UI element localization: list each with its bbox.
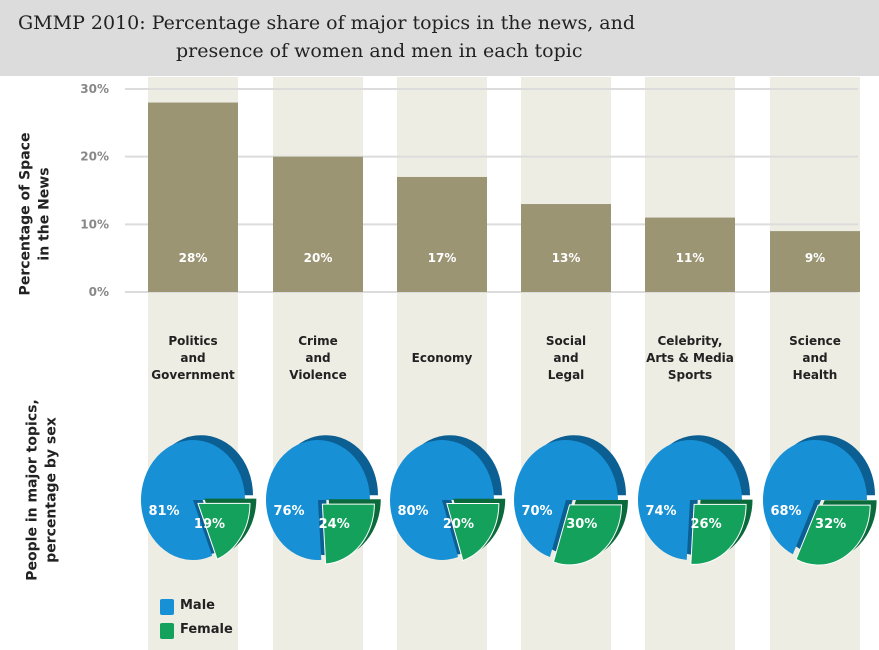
pie-slice-female-4 — [690, 503, 747, 565]
bar-4 — [645, 217, 735, 292]
bar-0 — [148, 102, 238, 293]
pie-slice-female-0 — [197, 502, 251, 560]
y-tick-label: 30% — [80, 82, 109, 96]
pie-axis-label: percentage by sex — [44, 417, 60, 563]
bar-1 — [273, 156, 363, 292]
pie-label-male: 76% — [273, 504, 304, 519]
bar-5 — [770, 231, 860, 292]
pie-label-male: 80% — [397, 504, 428, 519]
category-label: and — [553, 351, 578, 365]
pie-slice-female-3 — [552, 504, 623, 566]
category-label: Health — [793, 368, 838, 382]
bar-value-label: 11% — [676, 251, 705, 265]
pie-label-male: 74% — [645, 504, 676, 519]
category-label: Economy — [412, 351, 473, 365]
category-label: Politics — [168, 334, 217, 348]
category-label: Violence — [289, 368, 346, 382]
legend-swatch-male — [160, 599, 174, 615]
category-label: Science — [789, 334, 841, 348]
pie-slice-male-3 — [514, 439, 618, 558]
category-label: Legal — [548, 368, 585, 382]
legend-label-male: Male — [180, 598, 215, 613]
pie-slice-female-5 — [795, 504, 871, 566]
pie-slice-male-4 — [638, 439, 742, 560]
bar-2 — [397, 176, 487, 292]
pie-label-female: 30% — [566, 517, 597, 532]
pie-label-female: 26% — [690, 517, 721, 532]
pie-slice-female-1 — [321, 503, 375, 565]
pie-slice-male-0 — [141, 440, 245, 561]
pie-label-male: 68% — [770, 504, 801, 519]
y-tick-label: 10% — [80, 217, 109, 231]
category-label: Sports — [668, 368, 712, 382]
pie-slice-male-2 — [389, 439, 494, 560]
pie-slice-male-5 — [762, 440, 867, 555]
title-banner: GMMP 2010: Percentage share of major top… — [0, 0, 879, 76]
category-label: and — [180, 351, 205, 365]
pie-slice-male-1 — [266, 439, 371, 560]
bar-value-label: 20% — [304, 251, 333, 265]
pie-label-female: 20% — [443, 517, 474, 532]
y-axis-label: in the News — [37, 167, 53, 260]
pie-label-female: 32% — [815, 517, 846, 532]
category-label: Crime — [298, 334, 337, 348]
category-label: and — [802, 351, 827, 365]
pie-axis-label: People in major topics, — [25, 399, 41, 581]
pie-label-female: 24% — [319, 517, 350, 532]
category-label: Arts & Media — [646, 351, 734, 365]
category-label: Celebrity, — [657, 334, 722, 348]
chart-title-line-1: GMMP 2010: Percentage share of major top… — [18, 12, 636, 34]
pie-label-male: 70% — [521, 504, 552, 519]
bar-value-label: 28% — [179, 251, 208, 265]
y-axis-label: Percentage of Space — [18, 133, 34, 296]
category-label: Social — [546, 334, 586, 348]
category-label: Government — [151, 368, 235, 382]
category-label: and — [305, 351, 330, 365]
pie-label-male: 81% — [148, 504, 179, 519]
bar-value-label: 9% — [805, 251, 825, 265]
bar-value-label: 13% — [552, 251, 581, 265]
bar-3 — [521, 204, 611, 292]
pie-slice-female-2 — [446, 503, 500, 562]
pie-label-female: 19% — [194, 517, 225, 532]
y-tick-label: 0% — [89, 285, 109, 299]
bar-value-label: 17% — [428, 251, 457, 265]
y-tick-label: 20% — [80, 150, 109, 164]
legend-label-female: Female — [180, 622, 233, 637]
chart-title-line-2: presence of women and men in each topic — [176, 40, 583, 62]
legend-swatch-female — [160, 623, 174, 639]
